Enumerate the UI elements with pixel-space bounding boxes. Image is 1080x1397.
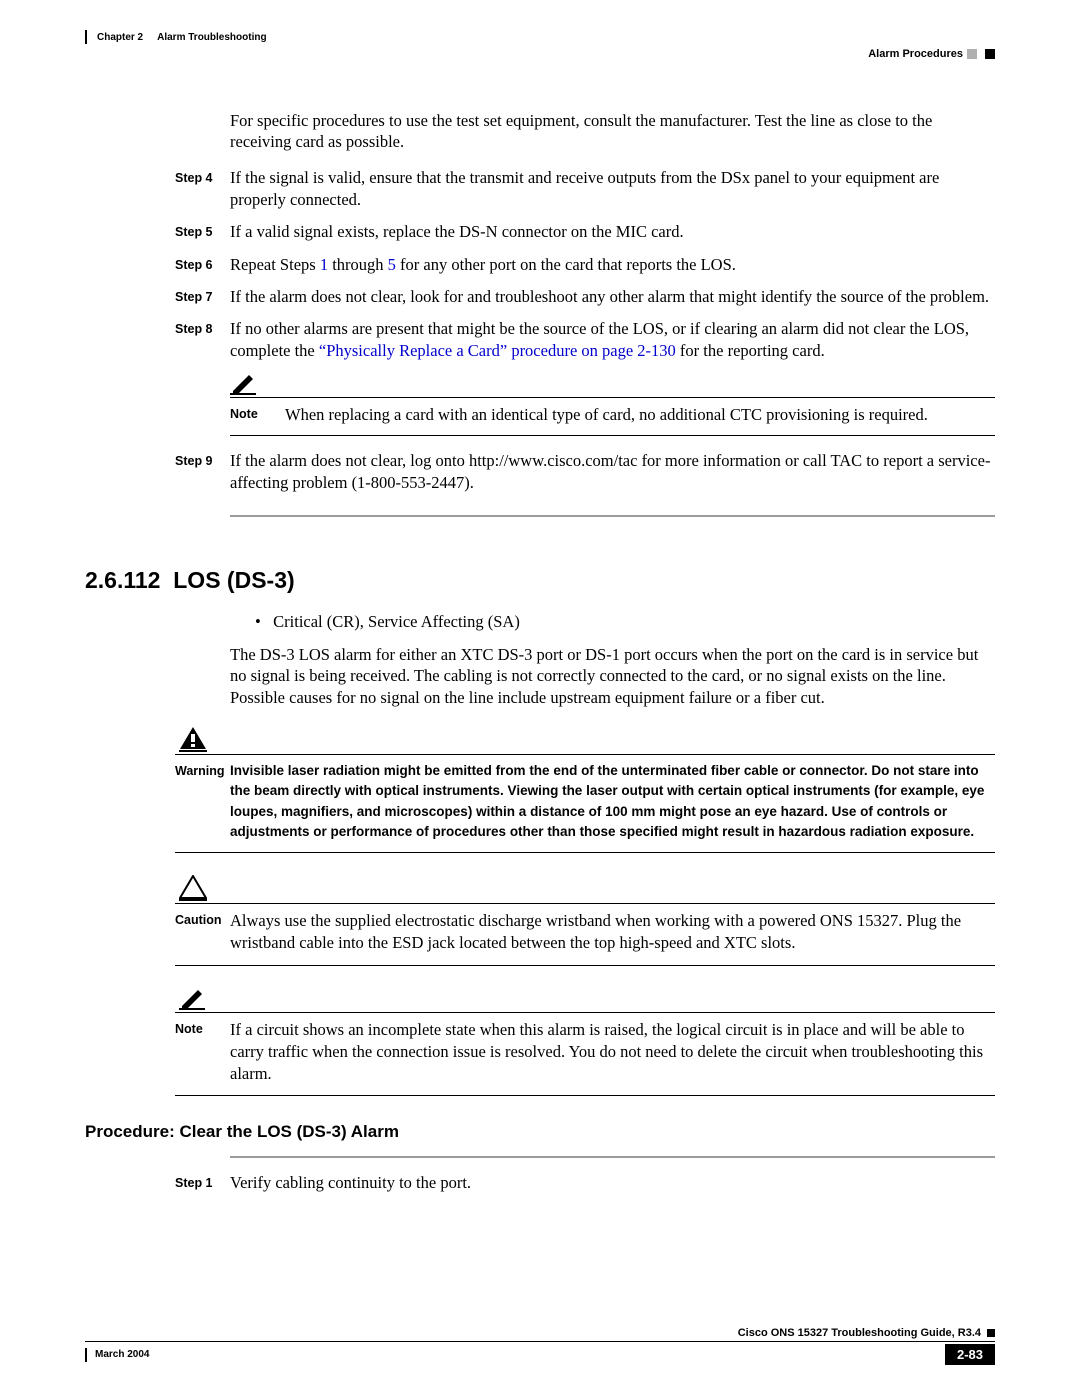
procedure-heading: Procedure: Clear the LOS (DS-3) Alarm xyxy=(85,1122,995,1142)
step-7: Step 7 If the alarm does not clear, look… xyxy=(175,286,995,308)
step-text: If the alarm does not clear, log onto ht… xyxy=(230,450,995,495)
link-replace-card[interactable]: “Physically Replace a Card” procedure on… xyxy=(319,341,676,360)
date-text: March 2004 xyxy=(95,1349,149,1360)
note-block: Note When replacing a card with an ident… xyxy=(230,373,995,436)
page-footer: Cisco ONS 15327 Troubleshooting Guide, R… xyxy=(85,1327,995,1365)
warning-text: Invisible laser radiation might be emitt… xyxy=(230,761,995,842)
step-label: Step 5 xyxy=(175,221,230,243)
step-8: Step 8 If no other alarms are present th… xyxy=(175,318,995,363)
page-number-badge: 2-83 xyxy=(945,1344,995,1365)
section-heading: 2.6.112 LOS (DS-3) xyxy=(85,567,995,594)
text: for any other port on the card that repo… xyxy=(396,255,736,274)
procedure-step-1: Step 1 Verify cabling continuity to the … xyxy=(175,1172,995,1194)
decoration-square xyxy=(985,49,995,59)
note-text: If a circuit shows an incomplete state w… xyxy=(230,1019,995,1086)
procedure-separator xyxy=(230,1156,995,1158)
caution-icon-row xyxy=(175,875,995,904)
pencil-icon xyxy=(230,373,995,395)
note-body: Note When replacing a card with an ident… xyxy=(230,404,995,436)
page-header: Chapter 2 Alarm Troubleshooting xyxy=(85,30,995,44)
warning-label: Warning xyxy=(175,761,230,842)
decoration-square xyxy=(987,1329,995,1337)
note-label: Note xyxy=(230,404,285,425)
step-text: If the alarm does not clear, look for an… xyxy=(230,286,995,308)
note2-block: Note If a circuit shows an incomplete st… xyxy=(175,988,995,1097)
caution-text: Always use the supplied electrostatic di… xyxy=(230,910,995,955)
caution-body: Caution Always use the supplied electros… xyxy=(175,910,995,966)
step-text: Repeat Steps 1 through 5 for any other p… xyxy=(230,254,995,276)
step-label: Step 6 xyxy=(175,254,230,276)
step-text: If a valid signal exists, replace the DS… xyxy=(230,221,995,243)
step-label: Step 7 xyxy=(175,286,230,308)
note-text: When replacing a card with an identical … xyxy=(285,404,995,425)
bullet-item: • Critical (CR), Service Affecting (SA) xyxy=(255,612,995,632)
bullet-text: Critical (CR), Service Affecting (SA) xyxy=(273,612,520,631)
pencil-icon xyxy=(179,988,995,1010)
step-6: Step 6 Repeat Steps 1 through 5 for any … xyxy=(175,254,995,276)
text: for the reporting card. xyxy=(676,341,825,360)
section-header: Alarm Procedures xyxy=(85,48,995,60)
step-4: Step 4 If the signal is valid, ensure th… xyxy=(175,167,995,212)
caution-label: Caution xyxy=(175,910,230,955)
footer-doc-title: Cisco ONS 15327 Troubleshooting Guide, R… xyxy=(85,1327,995,1339)
step-9: Step 9 If the alarm does not clear, log … xyxy=(175,450,995,495)
step-label: Step 1 xyxy=(175,1172,230,1194)
note-icon-row xyxy=(230,373,995,398)
section-paragraph: The DS-3 LOS alarm for either an XTC DS-… xyxy=(230,644,995,708)
note-icon-row xyxy=(175,988,995,1013)
chapter-title: Alarm Troubleshooting xyxy=(157,32,266,43)
note-body: Note If a circuit shows an incomplete st… xyxy=(175,1019,995,1097)
warning-block: Warning Invisible laser radiation might … xyxy=(175,726,995,853)
warning-icon xyxy=(179,726,995,752)
footer-bottom: March 2004 2-83 xyxy=(85,1341,995,1365)
chapter-label: Chapter 2 xyxy=(97,32,143,43)
section-title: LOS (DS-3) xyxy=(173,567,294,593)
intro-paragraph: For specific procedures to use the test … xyxy=(230,110,995,153)
step-text: If no other alarms are present that migh… xyxy=(230,318,995,363)
link-step1[interactable]: 1 xyxy=(320,255,328,274)
step-text: If the signal is valid, ensure that the … xyxy=(230,167,995,212)
footer-date: March 2004 xyxy=(85,1348,149,1362)
step-text: Verify cabling continuity to the port. xyxy=(230,1172,995,1194)
warning-body: Warning Invisible laser radiation might … xyxy=(175,761,995,853)
decoration-square xyxy=(967,49,977,59)
note-label: Note xyxy=(175,1019,230,1086)
section-separator xyxy=(230,515,995,517)
footer-marker xyxy=(85,1348,87,1362)
section-label: Alarm Procedures xyxy=(868,48,963,60)
warning-icon-row xyxy=(175,726,995,755)
main-content: For specific procedures to use the test … xyxy=(85,110,995,1195)
caution-block: Caution Always use the supplied electros… xyxy=(175,875,995,966)
doc-title: Cisco ONS 15327 Troubleshooting Guide, R… xyxy=(738,1327,981,1339)
section-number: 2.6.112 xyxy=(85,567,160,593)
step-label: Step 8 xyxy=(175,318,230,363)
step-5: Step 5 If a valid signal exists, replace… xyxy=(175,221,995,243)
caution-icon xyxy=(179,875,995,901)
header-marker xyxy=(85,30,87,44)
text: through xyxy=(328,255,388,274)
step-label: Step 9 xyxy=(175,450,230,495)
step-label: Step 4 xyxy=(175,167,230,212)
link-step5[interactable]: 5 xyxy=(388,255,396,274)
text: Repeat Steps xyxy=(230,255,320,274)
